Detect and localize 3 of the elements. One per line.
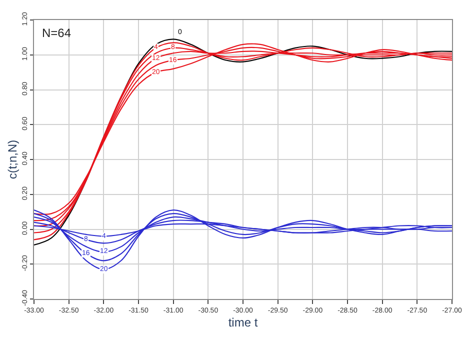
x-axis-title: time t (228, 315, 258, 330)
y-axis-title: c(t;n,N) (6, 140, 20, 180)
annotation: N=64 (42, 26, 72, 40)
